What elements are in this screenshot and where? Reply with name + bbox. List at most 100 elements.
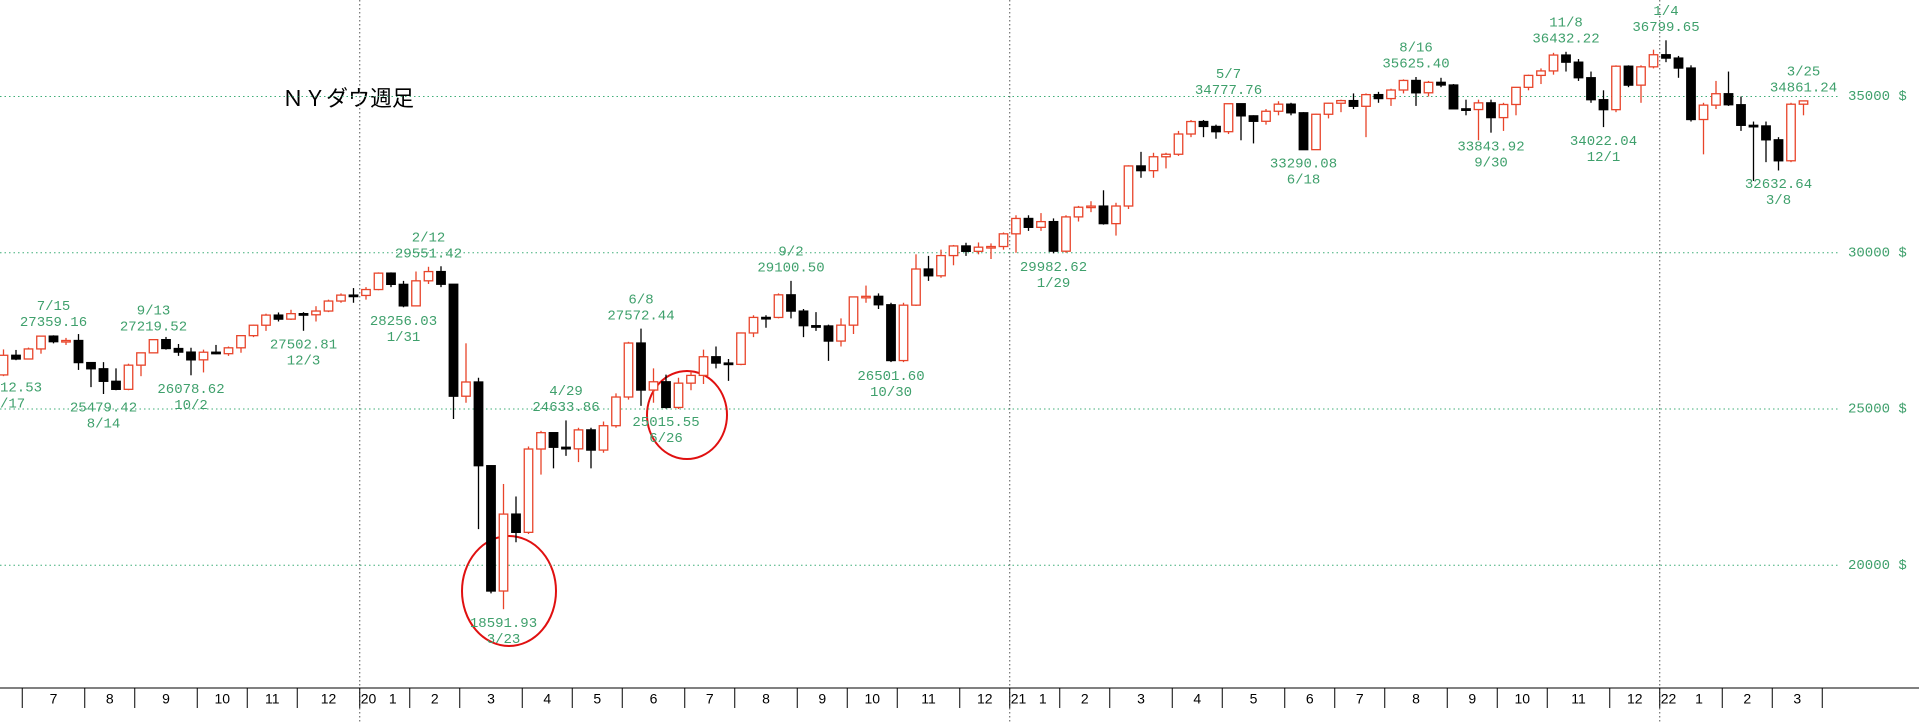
candle-body xyxy=(136,352,146,366)
x-tick-label: 9 xyxy=(162,691,170,707)
annotation-value: 29551.42 xyxy=(395,246,462,262)
candle-body xyxy=(961,245,971,252)
highlight-circle xyxy=(461,535,557,647)
candle-body xyxy=(986,245,996,249)
x-tick-label: 4 xyxy=(543,691,551,707)
candle-body xyxy=(1561,54,1571,63)
candle-body xyxy=(1398,79,1409,91)
candle-body xyxy=(936,254,946,277)
x-tick-label: 10 xyxy=(864,691,880,707)
annotation-date: 10/2 xyxy=(174,398,208,414)
candle-body xyxy=(973,246,984,252)
candle-body xyxy=(1261,110,1271,122)
annotation-value: 36799.65 xyxy=(1632,20,1699,36)
x-tick-label: 3 xyxy=(1137,691,1145,707)
candle-body xyxy=(1323,102,1334,115)
candle-body xyxy=(198,351,209,361)
candle-body xyxy=(1698,104,1709,121)
candle-body xyxy=(1423,81,1434,94)
annotation-value: 27502.81 xyxy=(270,337,337,353)
x-tick-label: 12 xyxy=(1627,691,1643,707)
annotation-value: 18591.93 xyxy=(470,616,537,632)
x-tick-label: 3 xyxy=(487,691,495,707)
candle-body xyxy=(1648,54,1659,68)
candle-body xyxy=(1336,99,1346,104)
candle-body xyxy=(1761,125,1771,141)
candle-body xyxy=(911,268,921,306)
candle-body xyxy=(311,310,321,316)
candle-body xyxy=(536,432,546,450)
annotation-value: 28256.03 xyxy=(370,314,437,330)
candle-body xyxy=(661,381,671,409)
candle-body xyxy=(823,325,834,342)
candle-body xyxy=(1273,103,1284,112)
annotation-value: 33843.92 xyxy=(1457,139,1524,155)
edge-label: 12.53 xyxy=(0,381,42,397)
annotation-value: 25015.55 xyxy=(632,415,699,431)
annotation-date: 6/26 xyxy=(649,431,683,447)
annotation-date: 3/8 xyxy=(1766,193,1791,209)
candle-body xyxy=(448,283,459,397)
annotation-date: 3/25 xyxy=(1787,65,1821,81)
candle-body xyxy=(548,432,559,448)
chart-title: ＮＹダウ週足 xyxy=(282,87,414,112)
candle-body xyxy=(1448,84,1459,110)
x-tick-label: 8 xyxy=(106,691,114,707)
x-tick-label: 5 xyxy=(1250,691,1258,707)
candle-body xyxy=(1123,165,1134,207)
annotation-date: 8/14 xyxy=(87,417,121,433)
candle-body xyxy=(773,294,784,319)
x-tick-label: 1 xyxy=(1039,691,1047,707)
candle-body xyxy=(423,270,434,282)
candle-body xyxy=(1373,93,1384,100)
annotation-value: 32632.64 xyxy=(1745,177,1812,193)
candle-body xyxy=(1436,81,1446,86)
candle-body xyxy=(148,339,159,354)
annotation-value: 27359.16 xyxy=(20,315,87,331)
annotation-date: 7/15 xyxy=(37,299,71,315)
x-tick-label: 2 xyxy=(431,691,439,707)
x-tick-label: 1 xyxy=(389,691,397,707)
candle-body xyxy=(561,446,571,450)
candle-body xyxy=(1623,65,1634,86)
annotation-value: 29982.62 xyxy=(1020,260,1087,276)
candle-body xyxy=(598,425,609,451)
candle-body xyxy=(248,324,259,337)
candle-body xyxy=(861,295,871,299)
candle-body xyxy=(723,362,734,366)
annotation-date: 1/31 xyxy=(387,330,421,346)
year-label: 20 xyxy=(361,691,377,707)
candle-body xyxy=(1098,205,1109,225)
annotation-date: 2/12 xyxy=(412,230,446,246)
annotation-value: 34022.04 xyxy=(1570,134,1637,150)
candle-body xyxy=(1673,57,1684,69)
x-tick-label: 2 xyxy=(1081,691,1089,707)
annotation-date: 10/30 xyxy=(870,385,912,401)
candle-body xyxy=(1711,93,1721,106)
candle-body xyxy=(348,294,359,298)
annotation-date: 3/23 xyxy=(487,632,521,648)
candle-body xyxy=(1086,205,1096,209)
candle-body xyxy=(1211,125,1221,133)
candle-body xyxy=(1073,206,1084,218)
candle-body xyxy=(323,300,334,312)
candle-body xyxy=(486,465,496,592)
candle-body xyxy=(1548,54,1559,72)
candle-body xyxy=(11,354,21,360)
candle-body xyxy=(736,332,746,366)
candle-body xyxy=(1411,79,1421,94)
candle-body xyxy=(1236,103,1246,117)
x-tick-label: 11 xyxy=(1571,691,1586,707)
y-tick-label: 20000 $ xyxy=(1848,558,1907,574)
annotation-date: 9/13 xyxy=(137,303,171,319)
candle-body xyxy=(398,283,409,307)
candle-body xyxy=(386,272,396,286)
highlight-circle xyxy=(646,370,728,460)
candle-body xyxy=(1636,66,1646,86)
candle-body xyxy=(23,348,34,360)
candle-body xyxy=(336,294,346,302)
candle-body xyxy=(898,304,909,362)
candle-body xyxy=(1148,156,1159,172)
y-tick-label: 30000 $ xyxy=(1848,245,1907,261)
